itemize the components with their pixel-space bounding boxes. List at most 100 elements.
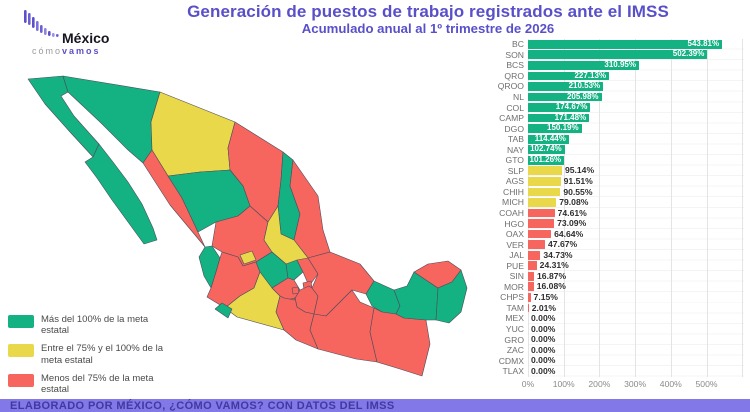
bar-track: 74.61% — [528, 208, 750, 219]
logo-mexico-text: México — [62, 30, 110, 46]
bar-row-mex: MEX 0.00% — [484, 313, 750, 324]
bar-track: 90.55% — [528, 187, 750, 198]
bar-track: 227.13% — [528, 71, 750, 82]
legend-swatch-green — [8, 315, 34, 328]
x-tick-label: 500% — [695, 379, 718, 389]
bar-chart: BC 543.81% SON 502.39% BCS 310.95% QRO 227.13% Q… — [484, 36, 750, 396]
footer-bar: ELABORADO POR MÉXICO, ¿CÓMO VAMOS? CON D… — [0, 399, 750, 412]
bar-row-dgo: DGO 150.19% — [484, 123, 750, 134]
bar-row-bc: BC 543.81% — [484, 39, 750, 50]
gridline — [528, 39, 529, 377]
bar-row-slp: SLP 95.14% — [484, 166, 750, 177]
bar-bc: 543.81% — [528, 38, 723, 49]
chart-rows: BC 543.81% SON 502.39% BCS 310.95% QRO 227.13% Q… — [484, 39, 750, 377]
bar-nl: 205.98% — [528, 92, 602, 102]
bar-track: 543.81% — [528, 39, 750, 50]
bar-track: 16.08% — [528, 282, 750, 293]
logo-tagline: cómovamos — [32, 46, 101, 56]
bar-value: 101.26% — [529, 154, 562, 164]
bar-track: 24.31% — [528, 260, 750, 271]
gridline — [599, 39, 601, 377]
bar-row-yuc: YUC 0.00% — [484, 324, 750, 335]
bar-value: 150.19% — [547, 123, 579, 133]
bar-track: 47.67% — [528, 239, 750, 250]
legend-label-red: Menos del 75% de la meta estatal — [41, 372, 154, 396]
bar-jal — [528, 250, 541, 260]
bar-value: 7.15% — [533, 292, 558, 303]
bar-label: PUE — [506, 260, 524, 271]
bar-gto: 101.26% — [528, 154, 565, 165]
legend-item-yellow: Entre el 75% y el 100% de la meta estata… — [8, 343, 178, 366]
bar-value: 73.09% — [557, 218, 587, 229]
bar-track: 34.73% — [528, 250, 750, 261]
bar-sin — [528, 271, 535, 281]
bar-ver — [528, 240, 546, 249]
bar-label: JAL — [509, 250, 524, 261]
bar-value: 47.67% — [548, 239, 578, 250]
bar-track: 150.19% — [528, 123, 750, 134]
state-ags — [239, 250, 257, 265]
bar-row-oax: OAX 64.64% — [484, 229, 750, 240]
bar-mor — [528, 282, 534, 292]
bar-value: 114.44% — [534, 133, 566, 143]
bar-track: 101.26% — [528, 155, 750, 166]
bar-value: 310.95% — [604, 59, 636, 69]
bar-track: 0.00% — [528, 324, 750, 335]
bar-value: 543.81% — [687, 38, 720, 48]
bar-row-gto: GTO 101.26% — [484, 155, 750, 166]
page-subtitle: Acumulado anual al 1º trimestre de 2026 — [301, 21, 555, 36]
bar-label: ZAC — [506, 345, 524, 356]
bar-row-bcs: BCS 310.95% — [484, 60, 750, 71]
bar-row-ver: VER 47.67% — [484, 239, 750, 250]
bar-row-nay: NAY 102.74% — [484, 144, 750, 155]
bar-label: DGO — [504, 123, 524, 134]
bar-value: 79.08% — [559, 197, 589, 208]
bar-row-jal: JAL 34.73% — [484, 250, 750, 261]
bar-label: TLAX — [502, 366, 525, 377]
bar-track: 91.51% — [528, 176, 750, 187]
bar-track: 79.08% — [528, 197, 750, 208]
bar-row-tlax: TLAX 0.00% — [484, 366, 750, 377]
gridline — [742, 39, 744, 377]
legend-swatch-yellow — [8, 344, 34, 358]
state-chps — [369, 307, 431, 377]
bar-camp: 171.48% — [528, 113, 590, 123]
bar-track: 0.00% — [528, 345, 750, 356]
gridline — [706, 39, 708, 377]
bar-pue — [528, 261, 537, 271]
bar-value: 0.00% — [531, 334, 556, 345]
bar-label: MICH — [502, 197, 524, 208]
bar-track: 114.44% — [528, 134, 750, 145]
bar-value: 90.55% — [563, 186, 593, 197]
x-tick-label: 0% — [521, 379, 535, 389]
bar-row-ags: AGS 91.51% — [484, 176, 750, 187]
logo-tagline-vamos: vamos — [62, 46, 101, 56]
state-qroo — [435, 269, 468, 324]
bar-row-mor: MOR 16.08% — [484, 282, 750, 293]
bar-slp — [528, 166, 562, 176]
legend-item-green: Más del 100% de la meta estatal — [8, 314, 178, 336]
logo-tagline-como: cómo — [32, 46, 63, 56]
gridline — [635, 39, 637, 377]
bar-label: TAM — [506, 302, 524, 313]
bar-row-hgo: HGO 73.09% — [484, 218, 750, 229]
bar-label: CHIH — [502, 186, 524, 197]
bar-coah — [528, 208, 555, 218]
bar-label: QROO — [497, 81, 524, 92]
bar-tab: 114.44% — [528, 133, 569, 144]
bar-row-nl: NL 205.98% — [484, 92, 750, 103]
bar-label: SLP — [507, 165, 524, 176]
logo: México cómovamos — [24, 8, 142, 56]
gridline — [670, 39, 672, 377]
bar-value: 210.53% — [568, 81, 601, 91]
bar-track: 171.48% — [528, 113, 750, 124]
bar-value: 0.00% — [531, 355, 556, 366]
bar-track: 310.95% — [528, 60, 750, 71]
bar-label: SIN — [509, 271, 524, 282]
bar-row-sin: SIN 16.87% — [484, 271, 750, 282]
bar-oax — [528, 229, 552, 239]
bar-row-camp: CAMP 171.48% — [484, 113, 750, 124]
bar-value: 174.67% — [555, 102, 588, 112]
